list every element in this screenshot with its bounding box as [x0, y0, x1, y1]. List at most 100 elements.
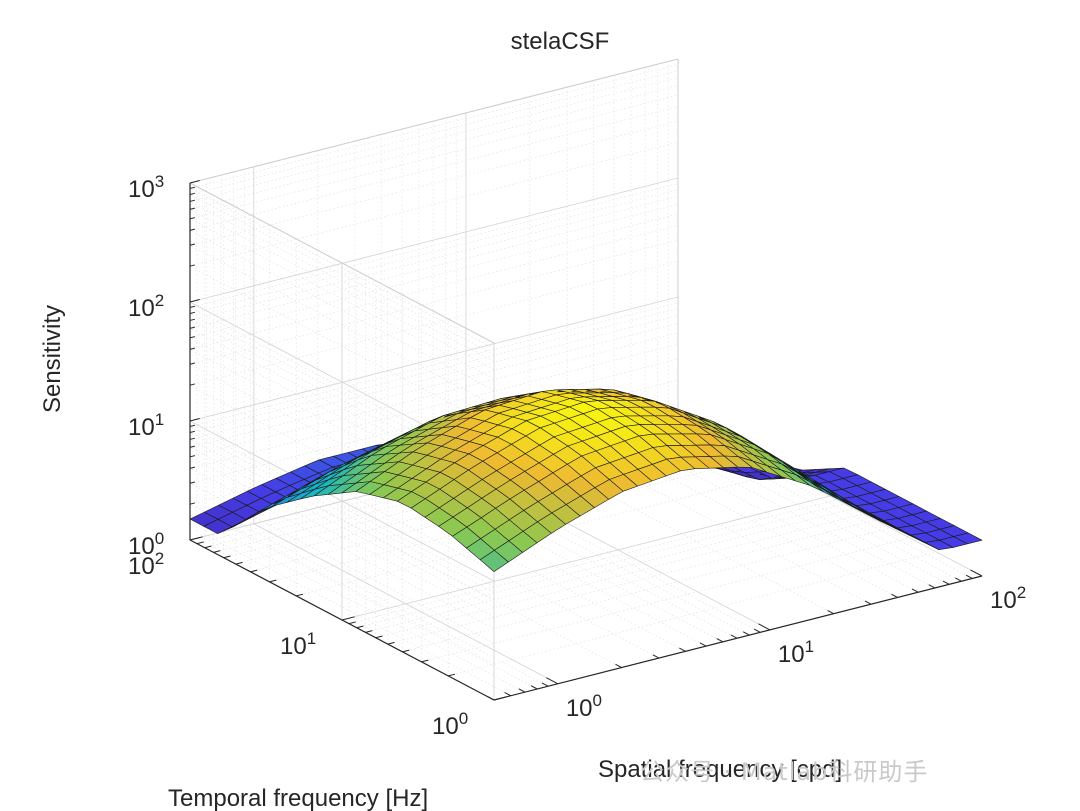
- z-minor-tick: [189, 326, 195, 329]
- x-tick-label: 102: [990, 583, 1026, 614]
- z-major-tick: [189, 299, 200, 303]
- left-wall-grid-minor: [189, 194, 495, 355]
- x-minor-tick: [864, 600, 872, 605]
- z-major-tick: [189, 418, 200, 422]
- left-wall-grid-minor: [189, 201, 495, 362]
- floor-grid-minor: [233, 528, 538, 690]
- right-wall-grid-minor: [189, 196, 679, 321]
- y-minor-tick: [235, 561, 243, 565]
- y-minor-tick: [448, 673, 456, 677]
- y-minor-tick: [204, 545, 212, 549]
- x-minor-tick: [955, 577, 962, 582]
- left-wall-grid-minor: [189, 456, 495, 618]
- z-minor-tick: [189, 192, 195, 196]
- floor-grid-minor: [220, 531, 526, 693]
- z-minor-tick: [189, 481, 195, 484]
- z-minor-tick: [189, 228, 195, 231]
- axes: [189, 58, 983, 701]
- x-tick-label: 101: [778, 637, 814, 668]
- z-minor-tick: [189, 264, 195, 267]
- watermark: 公众号 · Matlab科研助手: [640, 758, 929, 786]
- floor-grid-minor: [365, 508, 854, 633]
- left-wall-grid-minor: [189, 209, 495, 370]
- x-minor-tick: [730, 634, 738, 639]
- floor-grid-minor: [593, 437, 898, 598]
- z-minor-tick: [189, 311, 195, 315]
- axis-labels: stelaCSF Sensitivity Spatial frequency […: [39, 28, 842, 811]
- floor-grid-minor: [317, 507, 622, 668]
- floor-grid-minor: [448, 551, 937, 677]
- left-wall-grid-minor: [189, 426, 495, 587]
- box-edge: [189, 182, 495, 344]
- y-minor-tick: [196, 541, 204, 545]
- x-axis-line: [493, 575, 983, 701]
- floor-grid-minor: [401, 485, 707, 647]
- x-minor-tick: [504, 692, 512, 697]
- left-wall-grid-minor: [189, 244, 495, 406]
- z-tick-label: 102: [128, 291, 164, 322]
- x-minor-tick: [965, 574, 973, 579]
- z-axis-label: Sensitivity: [39, 305, 66, 413]
- z-minor-tick: [189, 243, 195, 246]
- z-minor-tick: [189, 437, 195, 440]
- z-minor-tick: [189, 318, 195, 321]
- floor-grid-minor: [456, 472, 761, 633]
- floor-grid-minor: [206, 535, 511, 697]
- y-minor-tick: [421, 659, 429, 663]
- right-wall-grid-minor: [189, 77, 679, 202]
- y-minor-tick: [375, 635, 383, 639]
- z-minor-tick: [189, 383, 195, 386]
- floor-grid-minor: [657, 420, 962, 582]
- floor-grid-minor: [613, 431, 919, 593]
- left-wall-grid-minor: [189, 447, 495, 608]
- x-major-tick: [970, 569, 983, 577]
- x-minor-tick: [518, 688, 526, 693]
- x-minor-tick: [716, 638, 724, 643]
- y-minor-tick: [348, 621, 356, 625]
- floor-grid-minor: [418, 481, 724, 643]
- x-minor-tick: [742, 631, 750, 636]
- x-minor-tick: [827, 609, 834, 615]
- y-minor-tick: [269, 579, 277, 583]
- right-wall-grid-minor: [189, 213, 679, 339]
- y-minor-tick: [356, 625, 364, 629]
- z-major-tick: [189, 537, 200, 541]
- left-wall-grid-minor: [189, 503, 495, 665]
- right-wall-grid-major: [189, 177, 679, 303]
- floor-grid-minor: [668, 418, 973, 579]
- sensitivity-surface: [189, 388, 983, 572]
- y-tick-label: 102: [128, 549, 164, 580]
- y-major-tick: [341, 616, 355, 621]
- grid-lines: [189, 58, 983, 701]
- floor-grid-minor: [529, 453, 834, 614]
- x-minor-tick: [541, 682, 549, 687]
- x-minor-tick: [530, 685, 538, 690]
- z-minor-tick: [189, 502, 195, 505]
- y-minor-tick: [250, 569, 258, 573]
- z-minor-tick: [189, 347, 195, 350]
- right-wall-grid-minor: [189, 106, 679, 231]
- floor-grid-minor: [243, 525, 549, 687]
- y-minor-tick: [223, 555, 231, 559]
- z-minor-tick: [189, 186, 195, 189]
- x-minor-tick: [753, 628, 761, 633]
- y-axis-label: Temporal frequency [Hz]: [168, 785, 428, 811]
- left-wall-grid-minor: [189, 265, 495, 427]
- y-minor-tick: [402, 649, 410, 653]
- left-wall-grid-minor: [189, 439, 495, 600]
- z-minor-tick: [189, 336, 195, 339]
- x-minor-tick: [942, 580, 950, 585]
- floor-grid-minor: [445, 474, 750, 636]
- x-minor-tick: [679, 647, 686, 652]
- right-wall-grid-minor: [189, 70, 679, 195]
- x-minor-tick: [487, 696, 495, 701]
- left-wall-grid-minor: [189, 432, 495, 593]
- z-minor-tick: [189, 199, 195, 202]
- floor-grid-minor: [381, 491, 686, 652]
- x-minor-tick: [928, 584, 936, 589]
- y-major-tick: [493, 696, 507, 701]
- y-tick-label: 100: [432, 709, 468, 740]
- right-wall-grid-minor: [189, 204, 679, 329]
- z-tick-label: 103: [128, 172, 164, 203]
- z-minor-tick: [189, 217, 195, 220]
